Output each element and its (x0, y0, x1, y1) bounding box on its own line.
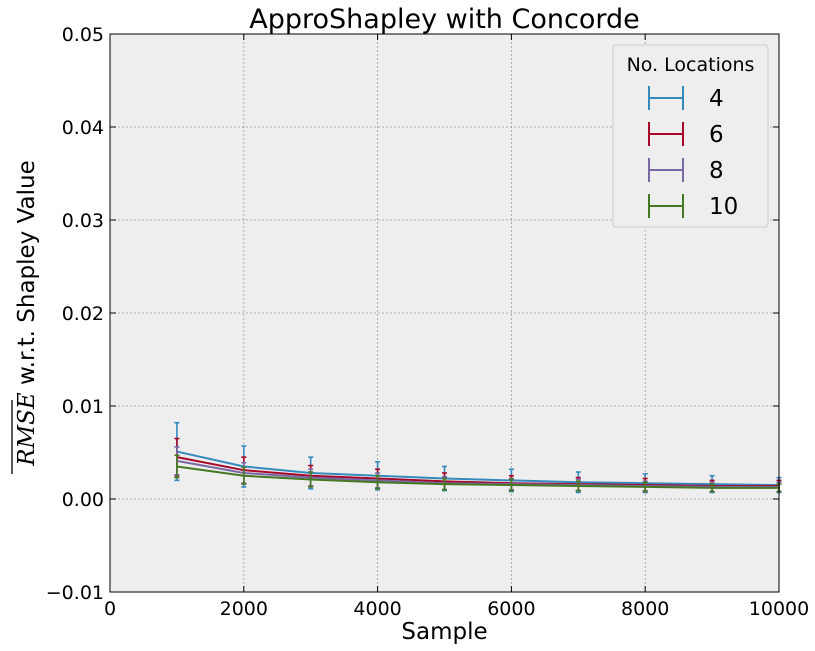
x-tick-label: 4000 (353, 598, 401, 620)
series-line (176, 465, 779, 489)
x-tick-label: 2000 (220, 598, 268, 620)
y-axis-title-text: w.r.t. Shapley Value (14, 160, 40, 392)
y-tick-label: 0.05 (62, 24, 104, 46)
y-tick-label: 0.03 (62, 210, 104, 232)
ticks: 0 2000 4000 6000 8000 10000 −0.01 0.00 0.01 0.02 0… (46, 24, 809, 620)
legend-entry-6: 6 (648, 122, 724, 148)
legend-frame (612, 44, 769, 228)
legend-label: 6 (709, 122, 724, 148)
y-axis-title-math: RMSE (14, 392, 40, 467)
legend-entry-8: 8 (648, 158, 724, 184)
x-tick-label: 6000 (487, 598, 535, 620)
series-line (176, 450, 780, 487)
x-tick-label: 8000 (621, 598, 669, 620)
legend-label: 8 (709, 158, 724, 184)
legend-title: No. Locations (627, 54, 755, 76)
legend-entry-4: 4 (648, 86, 724, 112)
legend-entry-10: 10 (648, 194, 738, 220)
y-tick-label: −0.01 (46, 582, 104, 604)
legend-label: 4 (709, 86, 724, 112)
legend-label: 10 (709, 194, 738, 220)
y-tick-label: 0.02 (62, 303, 104, 325)
series-layer (174, 421, 782, 494)
y-tick-label: 0.00 (62, 489, 104, 511)
series-10 (174, 454, 782, 493)
y-axis-title: RMSE w.r.t. Shapley Value (14, 160, 40, 467)
y-tick-label: 0.01 (62, 396, 104, 418)
x-tick-label: 0 (104, 598, 116, 620)
chart-title: ApproShapley with Concorde (249, 4, 639, 35)
x-axis-title: Sample (401, 619, 487, 645)
x-tick-label: 10000 (749, 598, 809, 620)
legend: No. Locations 4 6 8 10 (612, 44, 769, 228)
y-tick-label: 0.04 (62, 117, 104, 139)
